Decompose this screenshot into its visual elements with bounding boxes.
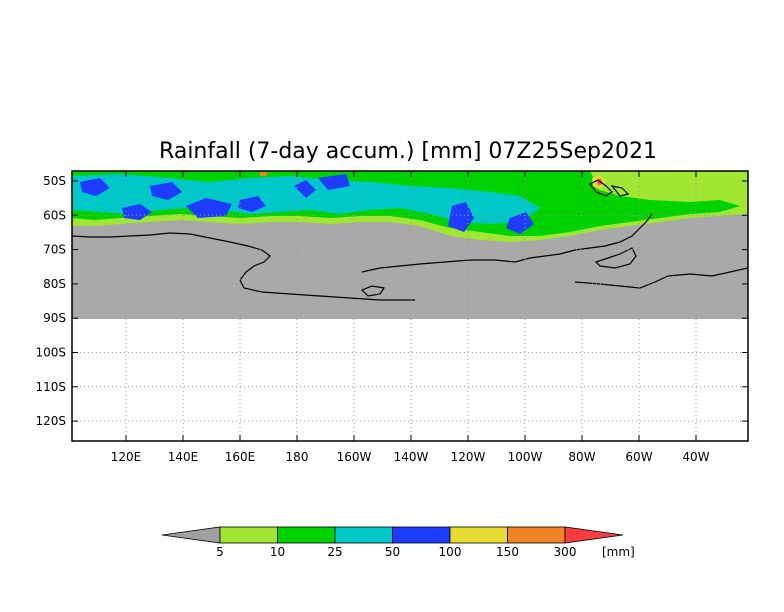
colorbar-label: 300 <box>554 545 577 559</box>
lat-label: 120S <box>35 414 66 428</box>
colorbar-label: 50 <box>385 545 400 559</box>
lon-label: 60W <box>625 450 652 464</box>
coastline-main <box>72 232 415 301</box>
lon-label: 140W <box>394 450 429 464</box>
lat-label: 70S <box>43 243 66 257</box>
rain-blue <box>80 174 534 234</box>
antarctic-coastline <box>72 179 748 301</box>
map-area: 50S 60S 70S 80S 90S 100S 110S 120S 120E 140E 160E… <box>35 170 749 464</box>
lat-label: 60S <box>43 208 66 222</box>
lon-label: 100W <box>508 450 543 464</box>
colorbar-label: 150 <box>496 545 519 559</box>
lon-label: 140E <box>168 450 199 464</box>
colorbar-label: 100 <box>439 545 462 559</box>
colorbar-swatch <box>507 526 566 544</box>
lat-label: 80S <box>43 277 66 291</box>
colorbar-under-triangle <box>161 526 221 544</box>
rain-cyan <box>72 174 540 224</box>
colorbar-over-triangle <box>564 526 624 544</box>
colorbar-swatch <box>449 526 508 544</box>
lat-label: 90S <box>43 311 66 325</box>
lon-label: 160W <box>337 450 372 464</box>
lat-label: 50S <box>43 174 66 188</box>
colorbar-labels: 5 10 25 50 100 150 300 <box>216 545 576 559</box>
colorbar-legend: 5 10 25 50 100 150 300 [mm] <box>161 526 635 559</box>
coastline-peninsula <box>594 247 637 269</box>
lat-label: 110S <box>35 380 66 394</box>
coastline-islands <box>360 179 630 297</box>
map-title: Rainfall (7-day accum.) [mm] 07Z25Sep202… <box>159 139 657 164</box>
colorbar-swatch <box>334 526 393 544</box>
colorbar-swatch <box>219 526 278 544</box>
graticule <box>72 171 748 441</box>
lon-label: 120E <box>111 450 142 464</box>
lon-label: 40W <box>682 450 709 464</box>
lon-label: 80W <box>568 450 595 464</box>
lat-label: 100S <box>35 346 66 360</box>
colorbar-unit: [mm] <box>602 545 635 559</box>
colorbar-label: 5 <box>216 545 224 559</box>
colorbar-label: 25 <box>327 545 342 559</box>
colorbar-swatch <box>277 526 336 544</box>
coastline-weddell <box>574 267 748 289</box>
colorbar-label: 10 <box>270 545 285 559</box>
lon-label: 120W <box>451 450 486 464</box>
coastline-east <box>361 213 653 273</box>
colorbar-swatch <box>392 526 451 544</box>
longitude-axis: 120E 140E 160E 180 160W 140W 120W 100W 80W 60W 40W <box>111 171 710 464</box>
rainfall-field <box>72 171 748 242</box>
latitude-axis: 50S 60S 70S 80S 90S 100S 110S 120S <box>35 174 748 428</box>
lon-label: 160E <box>225 450 256 464</box>
plot-frame <box>71 170 749 442</box>
colorbar-swatches <box>161 526 624 544</box>
lon-label: 180 <box>286 450 309 464</box>
